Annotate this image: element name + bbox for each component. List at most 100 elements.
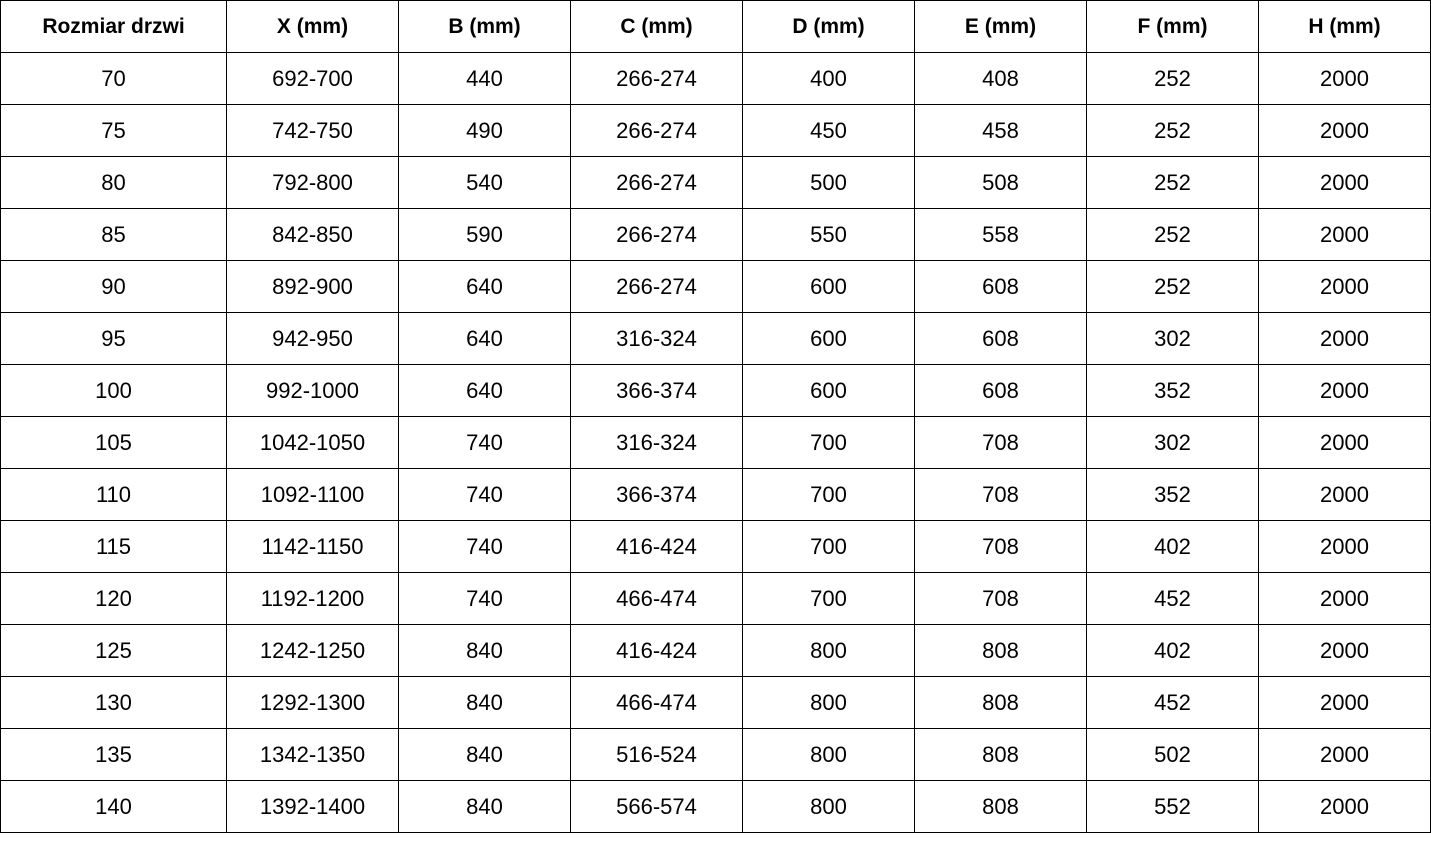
table-cell: 452 bbox=[1086, 676, 1259, 729]
table-cell: 452 bbox=[1086, 572, 1259, 625]
table-cell: 402 bbox=[1086, 624, 1259, 677]
table-cell: 316-324 bbox=[570, 312, 743, 365]
table-cell: 808 bbox=[914, 624, 1087, 677]
table-cell: 2000 bbox=[1258, 260, 1431, 313]
table-row: 135 1342-1350 840 516-524 800 808 502 2000 bbox=[0, 728, 1431, 781]
table-cell: 105 bbox=[0, 416, 227, 469]
table-body: 70 692-700 440 266-274 400 408 252 2000 75 742-75… bbox=[0, 52, 1431, 833]
table-cell: 125 bbox=[0, 624, 227, 677]
table-cell: 1192-1200 bbox=[226, 572, 399, 625]
table-cell: 352 bbox=[1086, 468, 1259, 521]
table-cell: 266-274 bbox=[570, 260, 743, 313]
table-cell: 466-474 bbox=[570, 572, 743, 625]
table-cell: 75 bbox=[0, 104, 227, 157]
table-cell: 600 bbox=[742, 364, 915, 417]
table-cell: 640 bbox=[398, 364, 571, 417]
table-cell: 840 bbox=[398, 728, 571, 781]
table-cell: 120 bbox=[0, 572, 227, 625]
table-cell: 700 bbox=[742, 468, 915, 521]
table-cell: 992-1000 bbox=[226, 364, 399, 417]
table-cell: 2000 bbox=[1258, 208, 1431, 261]
table-cell: 440 bbox=[398, 52, 571, 105]
table-cell: 80 bbox=[0, 156, 227, 209]
table-cell: 352 bbox=[1086, 364, 1259, 417]
table-cell: 692-700 bbox=[226, 52, 399, 105]
table-cell: 90 bbox=[0, 260, 227, 313]
table-cell: 700 bbox=[742, 520, 915, 573]
table-cell: 100 bbox=[0, 364, 227, 417]
column-header: H (mm) bbox=[1258, 0, 1431, 53]
column-header: D (mm) bbox=[742, 0, 915, 53]
table-cell: 1142-1150 bbox=[226, 520, 399, 573]
table-cell: 2000 bbox=[1258, 520, 1431, 573]
table-cell: 502 bbox=[1086, 728, 1259, 781]
table-cell: 2000 bbox=[1258, 728, 1431, 781]
table-cell: 700 bbox=[742, 416, 915, 469]
table-cell: 2000 bbox=[1258, 468, 1431, 521]
table-cell: 490 bbox=[398, 104, 571, 157]
table-cell: 540 bbox=[398, 156, 571, 209]
table-cell: 552 bbox=[1086, 780, 1259, 833]
table-row: 105 1042-1050 740 316-324 700 708 302 2000 bbox=[0, 416, 1431, 469]
table-cell: 800 bbox=[742, 624, 915, 677]
table-row: 85 842-850 590 266-274 550 558 252 2000 bbox=[0, 208, 1431, 261]
table-cell: 792-800 bbox=[226, 156, 399, 209]
table-cell: 266-274 bbox=[570, 208, 743, 261]
table-cell: 740 bbox=[398, 572, 571, 625]
table-cell: 708 bbox=[914, 572, 1087, 625]
table-cell: 550 bbox=[742, 208, 915, 261]
table-cell: 640 bbox=[398, 312, 571, 365]
table-row: 110 1092-1100 740 366-374 700 708 352 2000 bbox=[0, 468, 1431, 521]
table-cell: 808 bbox=[914, 780, 1087, 833]
column-header: C (mm) bbox=[570, 0, 743, 53]
table-cell: 266-274 bbox=[570, 156, 743, 209]
table-cell: 400 bbox=[742, 52, 915, 105]
table-row: 130 1292-1300 840 466-474 800 808 452 2000 bbox=[0, 676, 1431, 729]
table-cell: 1342-1350 bbox=[226, 728, 399, 781]
table-cell: 740 bbox=[398, 416, 571, 469]
table-cell: 2000 bbox=[1258, 156, 1431, 209]
table-cell: 700 bbox=[742, 572, 915, 625]
table-row: 75 742-750 490 266-274 450 458 252 2000 bbox=[0, 104, 1431, 157]
table-cell: 800 bbox=[742, 780, 915, 833]
table-cell: 2000 bbox=[1258, 416, 1431, 469]
table-cell: 2000 bbox=[1258, 780, 1431, 833]
table-cell: 135 bbox=[0, 728, 227, 781]
table-row: 115 1142-1150 740 416-424 700 708 402 2000 bbox=[0, 520, 1431, 573]
table-cell: 742-750 bbox=[226, 104, 399, 157]
table-cell: 252 bbox=[1086, 208, 1259, 261]
table-cell: 608 bbox=[914, 260, 1087, 313]
table-cell: 85 bbox=[0, 208, 227, 261]
column-header: B (mm) bbox=[398, 0, 571, 53]
header-row: Rozmiar drzwi X (mm) B (mm) C (mm) D (mm) E (… bbox=[0, 0, 1431, 53]
table-cell: 2000 bbox=[1258, 572, 1431, 625]
table-cell: 266-274 bbox=[570, 52, 743, 105]
table-cell: 302 bbox=[1086, 416, 1259, 469]
table-cell: 252 bbox=[1086, 156, 1259, 209]
table-row: 90 892-900 640 266-274 600 608 252 2000 bbox=[0, 260, 1431, 313]
table-cell: 708 bbox=[914, 468, 1087, 521]
table-cell: 130 bbox=[0, 676, 227, 729]
table-cell: 110 bbox=[0, 468, 227, 521]
table-cell: 1292-1300 bbox=[226, 676, 399, 729]
table-cell: 1092-1100 bbox=[226, 468, 399, 521]
table-cell: 840 bbox=[398, 676, 571, 729]
table-cell: 1242-1250 bbox=[226, 624, 399, 677]
column-header: E (mm) bbox=[914, 0, 1087, 53]
table-cell: 252 bbox=[1086, 104, 1259, 157]
table-cell: 2000 bbox=[1258, 676, 1431, 729]
table-cell: 2000 bbox=[1258, 52, 1431, 105]
table-cell: 708 bbox=[914, 416, 1087, 469]
table-cell: 842-850 bbox=[226, 208, 399, 261]
table-cell: 252 bbox=[1086, 260, 1259, 313]
table-cell: 466-474 bbox=[570, 676, 743, 729]
table-cell: 892-900 bbox=[226, 260, 399, 313]
table-row: 70 692-700 440 266-274 400 408 252 2000 bbox=[0, 52, 1431, 105]
table-cell: 416-424 bbox=[570, 624, 743, 677]
column-header: F (mm) bbox=[1086, 0, 1259, 53]
table-cell: 840 bbox=[398, 780, 571, 833]
table-cell: 600 bbox=[742, 260, 915, 313]
table-row: 125 1242-1250 840 416-424 800 808 402 2000 bbox=[0, 624, 1431, 677]
table-cell: 1392-1400 bbox=[226, 780, 399, 833]
table-cell: 600 bbox=[742, 312, 915, 365]
